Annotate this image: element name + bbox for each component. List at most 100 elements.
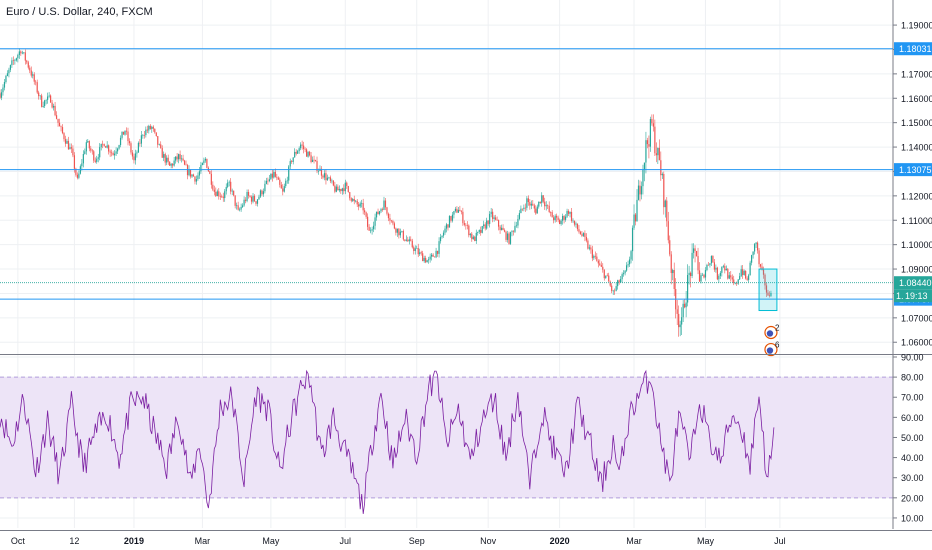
candle-body bbox=[185, 164, 187, 166]
candle-body bbox=[386, 207, 388, 214]
horizontal-lines[interactable] bbox=[0, 48, 893, 312]
candle-body bbox=[618, 280, 620, 283]
candle-body bbox=[599, 263, 601, 265]
candle-body bbox=[61, 127, 64, 134]
candle-body bbox=[739, 276, 741, 280]
candle-body bbox=[236, 205, 238, 206]
candle-body bbox=[356, 200, 358, 205]
candle-body bbox=[375, 211, 378, 218]
candle-body bbox=[497, 220, 500, 227]
time-axis-label: Jul bbox=[340, 536, 352, 546]
candle-body bbox=[2, 87, 4, 93]
candle-body bbox=[658, 147, 660, 161]
candle-body bbox=[667, 221, 669, 241]
candle-body bbox=[48, 95, 50, 97]
candle-body bbox=[94, 160, 96, 162]
candle-body bbox=[50, 95, 52, 103]
candle-body bbox=[166, 157, 168, 163]
candle-body bbox=[249, 195, 251, 197]
candle-body bbox=[431, 254, 433, 257]
highlight-box[interactable] bbox=[758, 268, 778, 312]
candle-body bbox=[292, 157, 294, 162]
candle-body bbox=[294, 151, 296, 158]
candle-body bbox=[30, 70, 32, 76]
candle-body bbox=[438, 241, 440, 254]
candle-body bbox=[602, 266, 604, 270]
candle-body bbox=[282, 188, 284, 192]
candle-body bbox=[582, 233, 585, 236]
time-axis-label: Oct bbox=[11, 536, 26, 546]
candle-body bbox=[700, 275, 702, 282]
candle-body bbox=[155, 132, 157, 137]
candle-body bbox=[759, 264, 762, 267]
candle-body bbox=[334, 185, 336, 192]
candle-body bbox=[579, 231, 582, 235]
candle-body bbox=[689, 272, 692, 276]
candle-body bbox=[39, 95, 41, 97]
candle-body bbox=[737, 279, 739, 284]
candle-body bbox=[383, 200, 385, 210]
candle-body bbox=[605, 275, 607, 279]
candle-body bbox=[180, 158, 183, 160]
candle-body bbox=[105, 146, 107, 148]
candle-body bbox=[716, 267, 718, 280]
price-axis-label: 1.14000 bbox=[901, 143, 932, 153]
candle-body bbox=[547, 205, 549, 206]
candle-body bbox=[694, 248, 696, 251]
candle-body bbox=[243, 199, 245, 206]
candle-body bbox=[52, 105, 55, 108]
price-axis-label: 1.15000 bbox=[901, 118, 932, 128]
candle-body bbox=[42, 106, 44, 107]
candle-body bbox=[548, 205, 550, 213]
candle-body bbox=[398, 228, 400, 236]
candle-body bbox=[158, 144, 160, 145]
candle-body bbox=[559, 220, 561, 225]
candle-body bbox=[163, 154, 165, 158]
candle-body bbox=[767, 292, 769, 296]
candle-body bbox=[11, 60, 13, 66]
candle-body bbox=[578, 229, 580, 232]
candle-body bbox=[733, 279, 735, 284]
candle-body bbox=[182, 158, 184, 161]
candle-body bbox=[335, 186, 337, 192]
candle-body bbox=[133, 156, 135, 161]
event-marker-count: 2 bbox=[775, 323, 780, 332]
time-axis-label: Mar bbox=[195, 536, 211, 546]
candle-body bbox=[405, 239, 407, 241]
candle-body bbox=[160, 144, 162, 149]
candle-body bbox=[492, 211, 494, 219]
candle-body bbox=[535, 208, 537, 214]
candle-body bbox=[413, 247, 415, 251]
candle-body bbox=[286, 180, 288, 182]
candle-body bbox=[569, 211, 571, 214]
candle-body bbox=[762, 269, 765, 275]
candle-body bbox=[474, 236, 476, 242]
candle-body bbox=[212, 184, 214, 190]
candle-body bbox=[234, 195, 236, 206]
candle-body bbox=[495, 217, 497, 220]
candle-body bbox=[486, 220, 488, 229]
candle-body bbox=[743, 270, 745, 275]
candle-body bbox=[631, 227, 634, 252]
candle-body bbox=[359, 203, 361, 207]
candle-body bbox=[183, 160, 186, 165]
candle-body bbox=[100, 143, 102, 148]
candle-body bbox=[758, 250, 760, 265]
candle-body bbox=[295, 151, 297, 154]
candle-body bbox=[230, 181, 232, 192]
time-axis-label: Jul bbox=[774, 536, 786, 546]
candle-body bbox=[609, 281, 611, 286]
candle-body bbox=[116, 148, 119, 152]
candle-body bbox=[463, 223, 465, 225]
candle-body bbox=[575, 223, 577, 225]
candle-body bbox=[567, 210, 570, 214]
candle-body bbox=[358, 204, 360, 207]
candle-body bbox=[581, 234, 583, 236]
candle-body bbox=[691, 252, 693, 276]
rsi-axis-label: 70.00 bbox=[901, 393, 924, 403]
candle-body bbox=[240, 206, 242, 210]
candle-body bbox=[756, 242, 759, 251]
candle-body bbox=[416, 248, 418, 249]
